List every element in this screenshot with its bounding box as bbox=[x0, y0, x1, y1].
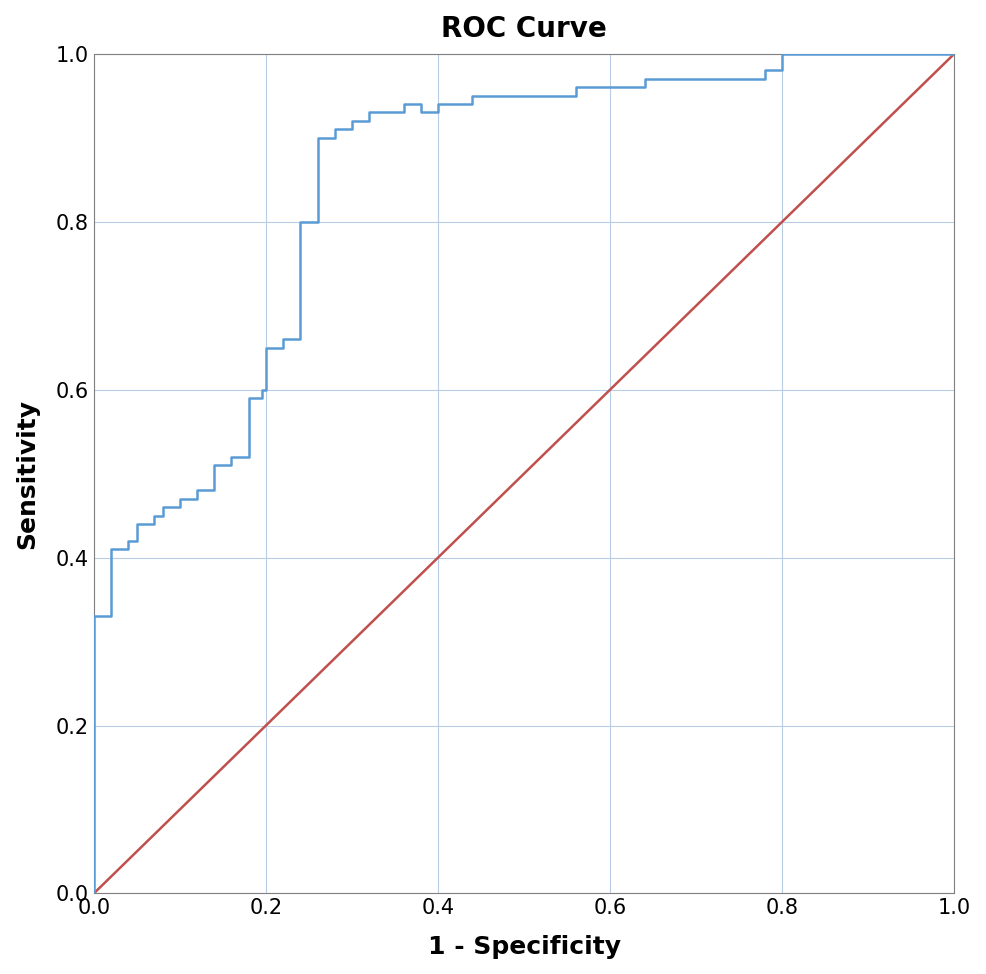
X-axis label: 1 - Specificity: 1 - Specificity bbox=[428, 935, 620, 959]
Title: ROC Curve: ROC Curve bbox=[441, 15, 607, 43]
Y-axis label: Sensitivity: Sensitivity bbox=[15, 398, 39, 548]
